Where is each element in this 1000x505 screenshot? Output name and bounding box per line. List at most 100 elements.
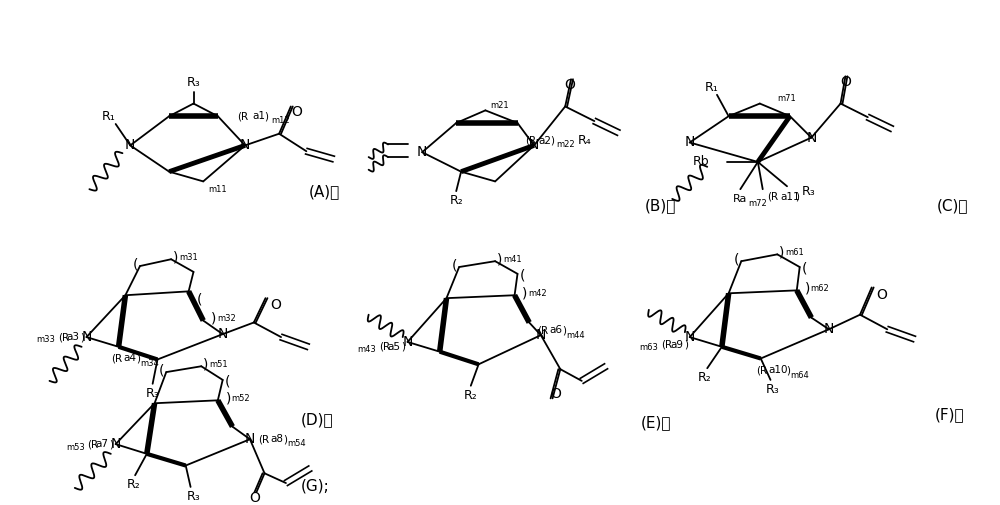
Text: N: N — [417, 145, 427, 159]
Text: a8: a8 — [270, 434, 283, 444]
Text: ): ) — [497, 252, 502, 266]
Text: a4: a4 — [123, 354, 136, 364]
Text: R₁: R₁ — [704, 80, 718, 93]
Text: m63: m63 — [640, 343, 659, 352]
Text: m22: m22 — [556, 140, 575, 149]
Text: a6: a6 — [550, 325, 563, 335]
Text: N: N — [245, 432, 255, 446]
Text: R₂: R₂ — [697, 372, 711, 384]
Text: (R: (R — [661, 340, 672, 350]
Text: a10: a10 — [769, 365, 788, 375]
Text: (R: (R — [537, 325, 548, 335]
Text: ): ) — [283, 434, 287, 444]
Text: m11: m11 — [208, 185, 227, 194]
Text: R₁: R₁ — [102, 110, 116, 123]
Text: R₃: R₃ — [766, 383, 779, 396]
Text: a7: a7 — [96, 439, 109, 449]
Text: R₂: R₂ — [464, 389, 478, 402]
Text: m32: m32 — [217, 314, 236, 323]
Text: R₂: R₂ — [126, 478, 140, 491]
Text: O: O — [270, 298, 281, 312]
Text: ): ) — [684, 340, 688, 350]
Text: N: N — [824, 322, 834, 336]
Text: O: O — [840, 75, 851, 89]
Text: N: N — [685, 330, 695, 344]
Text: (C)、: (C)、 — [937, 198, 968, 213]
Text: N: N — [685, 135, 695, 149]
Text: (: ( — [452, 258, 457, 272]
Text: a2: a2 — [538, 135, 551, 145]
Text: ): ) — [805, 281, 810, 295]
Text: R₂: R₂ — [449, 194, 463, 208]
Text: (R: (R — [87, 439, 98, 449]
Text: N: N — [218, 327, 228, 341]
Text: (: ( — [734, 252, 739, 266]
Text: m52: m52 — [231, 394, 250, 403]
Text: m21: m21 — [490, 101, 509, 110]
Text: (: ( — [519, 269, 525, 283]
Text: (G);: (G); — [301, 478, 330, 493]
Text: m51: m51 — [209, 360, 228, 369]
Text: ): ) — [402, 342, 406, 352]
Text: m44: m44 — [566, 331, 585, 340]
Text: ): ) — [81, 332, 85, 342]
Text: O: O — [565, 78, 575, 92]
Text: ): ) — [203, 358, 209, 371]
Text: ): ) — [562, 325, 566, 335]
Text: (R: (R — [58, 332, 69, 342]
Text: N: N — [536, 328, 546, 342]
Text: m33: m33 — [36, 335, 55, 344]
Text: (R: (R — [111, 354, 122, 364]
Text: ): ) — [779, 245, 785, 260]
Text: N: N — [529, 138, 539, 153]
Text: a11: a11 — [780, 192, 800, 202]
Text: (B)、: (B)、 — [645, 198, 676, 213]
Text: m71: m71 — [777, 94, 796, 103]
Text: ): ) — [786, 365, 790, 375]
Text: N: N — [110, 437, 121, 451]
Text: O: O — [249, 491, 260, 504]
Text: ): ) — [551, 135, 555, 145]
Text: (D)、: (D)、 — [301, 412, 333, 427]
Text: (: ( — [159, 363, 164, 377]
Text: N: N — [806, 131, 817, 144]
Text: m53: m53 — [66, 442, 85, 451]
Text: m42: m42 — [528, 289, 547, 298]
Text: R₃: R₃ — [187, 76, 200, 89]
Text: ): ) — [226, 391, 231, 406]
Text: a5: a5 — [388, 342, 401, 352]
Text: O: O — [291, 106, 302, 119]
Text: (R: (R — [379, 342, 390, 352]
Text: R₄: R₄ — [578, 134, 592, 147]
Text: (R: (R — [237, 111, 248, 121]
Text: ): ) — [136, 354, 140, 364]
Text: (F)、: (F)、 — [935, 408, 964, 422]
Text: N: N — [81, 330, 92, 344]
Text: ): ) — [173, 250, 178, 264]
Text: (A)、: (A)、 — [309, 185, 340, 199]
Text: (E)、: (E)、 — [640, 415, 671, 430]
Text: Ra: Ra — [733, 194, 748, 204]
Text: a1: a1 — [252, 111, 265, 121]
Text: ): ) — [110, 439, 114, 449]
Text: m31: m31 — [179, 253, 198, 262]
Text: a9: a9 — [670, 340, 683, 350]
Text: m43: m43 — [358, 345, 376, 354]
Text: O: O — [550, 386, 561, 400]
Text: (: ( — [133, 257, 138, 271]
Text: N: N — [402, 335, 413, 349]
Text: m41: m41 — [503, 255, 522, 264]
Text: R₃: R₃ — [187, 490, 200, 503]
Text: m54: m54 — [287, 439, 306, 447]
Text: m12: m12 — [271, 116, 290, 125]
Text: N: N — [125, 138, 135, 153]
Text: ): ) — [265, 111, 269, 121]
Text: (R: (R — [756, 365, 767, 375]
Text: (: ( — [225, 375, 230, 389]
Text: (R: (R — [768, 192, 779, 202]
Text: (: ( — [196, 292, 202, 306]
Text: (R: (R — [525, 135, 536, 145]
Text: R₃: R₃ — [802, 185, 815, 197]
Text: ): ) — [522, 286, 528, 300]
Text: (: ( — [802, 262, 807, 276]
